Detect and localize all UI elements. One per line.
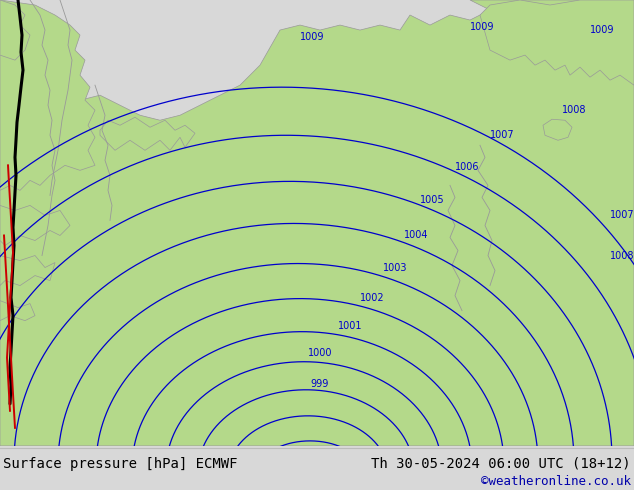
Text: 1005: 1005 <box>420 196 444 205</box>
Text: ©weatheronline.co.uk: ©weatheronline.co.uk <box>481 475 631 488</box>
Polygon shape <box>0 205 70 245</box>
Text: 1007: 1007 <box>610 210 634 221</box>
Text: 1001: 1001 <box>338 320 363 331</box>
Text: Th 30-05-2024 06:00 UTC (18+12): Th 30-05-2024 06:00 UTC (18+12) <box>371 457 631 471</box>
Text: 1008: 1008 <box>610 250 634 261</box>
Text: Surface pressure [hPa] ECMWF: Surface pressure [hPa] ECMWF <box>3 457 238 471</box>
Text: 1009: 1009 <box>300 32 325 42</box>
Text: 1004: 1004 <box>404 230 429 241</box>
Text: 1002: 1002 <box>360 293 385 303</box>
Text: 999: 999 <box>310 379 328 389</box>
Polygon shape <box>100 117 195 150</box>
Text: 1006: 1006 <box>455 162 479 172</box>
Polygon shape <box>480 0 634 85</box>
Polygon shape <box>0 300 35 320</box>
Text: 1009: 1009 <box>470 22 495 32</box>
Polygon shape <box>543 119 572 140</box>
Text: 1009: 1009 <box>590 25 614 35</box>
Text: 1000: 1000 <box>308 348 332 358</box>
Polygon shape <box>0 255 55 286</box>
Polygon shape <box>470 0 634 20</box>
Polygon shape <box>0 0 95 191</box>
Text: 1008: 1008 <box>562 105 586 115</box>
Text: 1007: 1007 <box>490 130 515 140</box>
Text: 1003: 1003 <box>383 263 408 272</box>
Polygon shape <box>0 0 634 446</box>
Polygon shape <box>0 0 30 60</box>
